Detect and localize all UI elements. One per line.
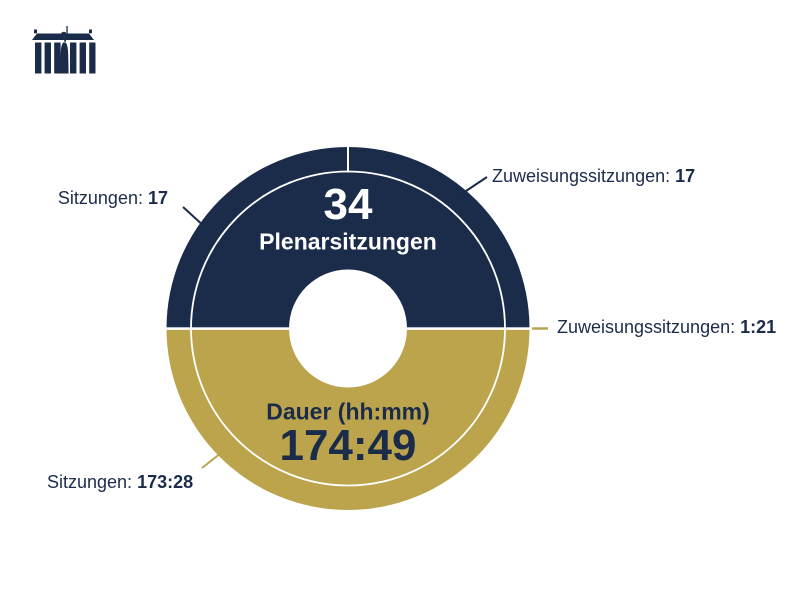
leader-line-zuweisung-count — [462, 176, 488, 194]
donut-half-count — [166, 147, 530, 329]
callout-value: 173:28 — [137, 472, 194, 493]
segment-divider-top — [347, 146, 349, 173]
logo-temple — [32, 26, 96, 74]
leader-line-sitzungen-count — [182, 206, 207, 229]
donut-hole — [289, 269, 407, 388]
austrian-parliament-logo-icon — [32, 26, 96, 74]
total-sessions-label: Plenarsitzungen — [259, 228, 437, 255]
callout-sitzungen-count: Sitzungen: 17 — [58, 188, 168, 210]
callout-value: 17 — [675, 166, 696, 187]
callout-label: Sitzungen: — [47, 472, 133, 493]
leader-line-sitzungen-duration — [201, 452, 222, 469]
duration-unit-label: Dauer (hh:mm) — [266, 398, 430, 425]
callout-zuweisungssitzungen-count: Zuweisungssitzungen: 17 — [492, 166, 695, 188]
donut-half-duration — [166, 328, 530, 511]
callout-label: Zuweisungssitzungen: — [557, 317, 736, 338]
callout-value: 17 — [147, 188, 168, 209]
callout-value: 1:21 — [740, 317, 777, 338]
callout-zuweisungssitzungen-duration: Zuweisungssitzungen: 1:21 — [557, 317, 776, 339]
total-duration-value: 174:49 — [279, 421, 417, 470]
total-sessions-value: 34 — [323, 180, 373, 229]
callout-sitzungen-duration: Sitzungen: 173:28 — [47, 472, 193, 494]
callout-label: Sitzungen: — [57, 188, 143, 209]
callout-label: Zuweisungssitzungen: — [492, 166, 671, 187]
